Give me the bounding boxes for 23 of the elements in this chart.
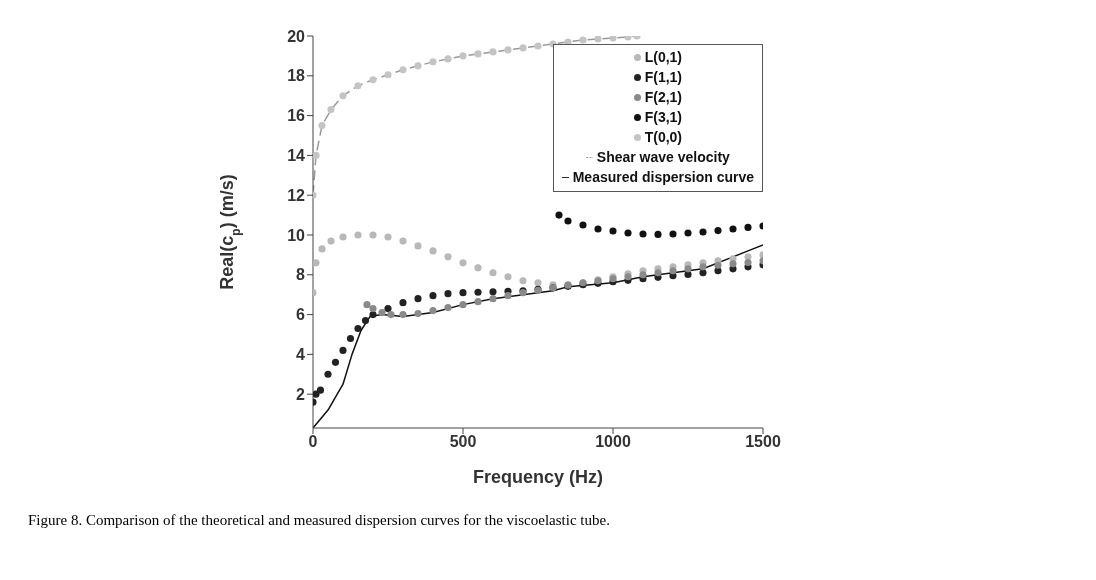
y-tick-label: 16 [287, 107, 306, 125]
x-tick-label: 500 [449, 433, 477, 451]
y-tick-label: 10 [287, 226, 306, 244]
y-tick-label: 18 [287, 67, 306, 85]
y-tick-label: 2 [296, 385, 306, 403]
legend-label: Measured dispersion curve [572, 169, 754, 185]
legend-label: T(0,0) [644, 129, 683, 145]
y-tick-label: 4 [296, 346, 306, 364]
y-tick-label: 8 [296, 266, 306, 284]
x-tick-label: 0 [308, 433, 318, 451]
x-tick-label: 1500 [745, 433, 781, 451]
legend-label: F(1,1) [644, 69, 683, 85]
x-tick-label: 1000 [595, 433, 631, 451]
legend-label: Shear wave velocity [596, 149, 730, 165]
legend-label: F(2,1) [644, 89, 683, 105]
y-tick-label: 6 [296, 306, 306, 324]
legend-label: F(3,1) [644, 109, 683, 125]
y-tick-label: 20 [287, 27, 306, 45]
legend-label: L(0,1) [644, 49, 683, 65]
y-tick-label: 14 [287, 147, 306, 165]
y-tick-label: 12 [287, 186, 306, 204]
caption: Figure 8. Comparison of the theoretical and measured dispersion curves for the viscoelastic tube. [28, 512, 611, 529]
x-axis-title: Frequency (Hz) [472, 467, 604, 487]
